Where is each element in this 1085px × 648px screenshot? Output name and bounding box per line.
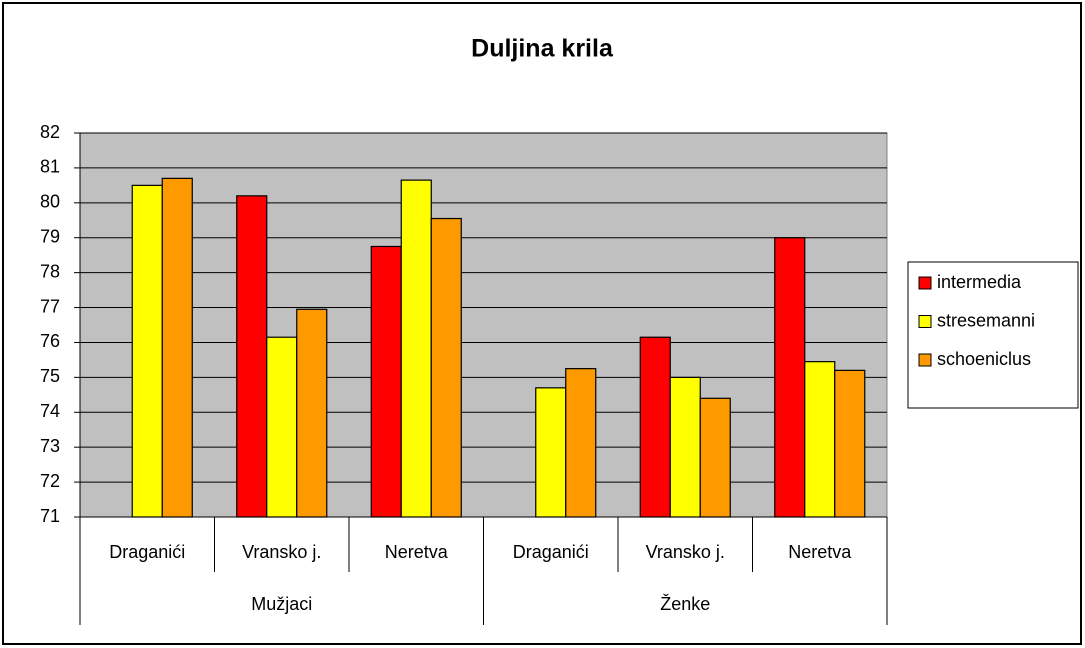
x-tick-label: Neretva xyxy=(385,542,449,562)
bar xyxy=(804,361,836,518)
bar xyxy=(699,397,731,518)
legend-label: intermedia xyxy=(937,272,1022,292)
y-tick-label: 75 xyxy=(40,366,60,386)
bar xyxy=(236,195,268,518)
legend xyxy=(907,261,1079,409)
y-tick-label: 74 xyxy=(40,401,60,421)
x-tick-label: Vransko j. xyxy=(242,542,321,562)
x-tick-label: Vransko j. xyxy=(646,542,725,562)
bar xyxy=(296,308,328,518)
y-tick-label: 80 xyxy=(40,192,60,212)
bar xyxy=(834,369,866,518)
y-tick-label: 77 xyxy=(40,296,60,316)
chart-title: Duljina krila xyxy=(471,35,614,63)
bar xyxy=(400,179,432,518)
legend-swatch xyxy=(918,315,932,328)
group-label: Ženke xyxy=(660,594,710,614)
bar xyxy=(370,245,402,518)
group-label: Mužjaci xyxy=(251,594,312,614)
legend-label: stresemanni xyxy=(937,310,1035,330)
x-tick-label: Draganići xyxy=(109,542,185,562)
bar xyxy=(565,368,597,518)
y-tick-label: 76 xyxy=(40,331,60,351)
x-tick-label: Neretva xyxy=(788,542,852,562)
bar xyxy=(639,336,671,518)
plot-area xyxy=(79,132,888,518)
y-tick-label: 71 xyxy=(40,506,60,526)
y-tick-label: 81 xyxy=(40,157,60,177)
y-tick-label: 82 xyxy=(40,122,60,142)
bar xyxy=(430,217,462,518)
bar xyxy=(535,387,567,518)
x-tick-label: Draganići xyxy=(513,542,589,562)
y-tick-label: 79 xyxy=(40,226,60,246)
bar xyxy=(669,376,701,518)
bar xyxy=(131,184,163,518)
legend-swatch xyxy=(918,353,932,367)
y-tick-label: 78 xyxy=(40,261,60,281)
legend-label: schoeniclus xyxy=(937,349,1031,369)
bar xyxy=(161,177,193,518)
legend-swatch xyxy=(918,276,932,290)
y-tick-label: 72 xyxy=(40,471,60,491)
bar xyxy=(774,237,806,518)
y-tick-label: 73 xyxy=(40,436,60,456)
bar xyxy=(266,336,298,518)
